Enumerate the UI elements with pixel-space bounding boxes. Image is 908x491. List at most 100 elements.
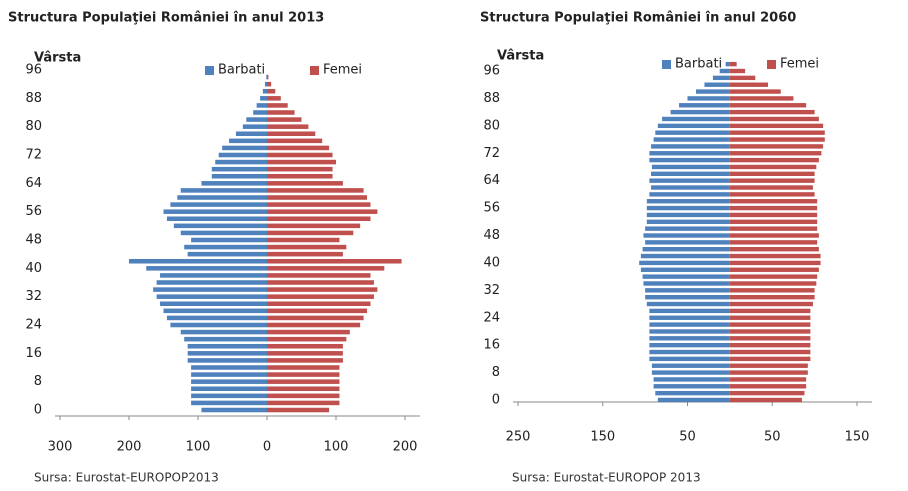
bar bbox=[191, 386, 267, 392]
bar bbox=[729, 164, 817, 170]
x-tick-label: 100 bbox=[324, 440, 349, 455]
bar bbox=[645, 226, 730, 231]
bar bbox=[653, 377, 730, 382]
bar bbox=[163, 209, 267, 214]
bar bbox=[646, 199, 730, 204]
legend-label: Barbati bbox=[675, 57, 722, 72]
bar bbox=[670, 109, 730, 115]
y-tick-label: 40 bbox=[25, 261, 42, 276]
bar bbox=[267, 131, 316, 137]
bar bbox=[729, 390, 805, 396]
bar bbox=[729, 274, 818, 279]
chart-title: Structura Populaţiei României în anul 20… bbox=[480, 11, 796, 26]
bar bbox=[646, 219, 730, 224]
bar bbox=[653, 137, 730, 142]
bar bbox=[267, 166, 333, 172]
y-tick-label: 32 bbox=[25, 289, 42, 304]
bar bbox=[267, 280, 374, 285]
bar bbox=[729, 240, 818, 245]
bar bbox=[267, 81, 272, 87]
bar bbox=[267, 400, 340, 406]
bar bbox=[651, 363, 730, 368]
x-tick-label: 150 bbox=[845, 430, 870, 445]
bar bbox=[163, 308, 267, 314]
bar bbox=[191, 379, 267, 384]
bar bbox=[267, 301, 371, 307]
bar bbox=[729, 370, 808, 375]
y-tick-label: 0 bbox=[492, 393, 500, 408]
y-tick-label: 16 bbox=[25, 346, 42, 361]
bar bbox=[639, 260, 730, 266]
bar bbox=[267, 117, 302, 122]
bar bbox=[184, 244, 267, 250]
bar bbox=[729, 109, 815, 115]
bar bbox=[242, 124, 267, 129]
bar bbox=[184, 336, 267, 342]
x-tick-label: 250 bbox=[506, 430, 531, 445]
bar bbox=[655, 390, 730, 396]
bar bbox=[651, 144, 730, 149]
bar bbox=[177, 195, 267, 200]
y-tick-label: 24 bbox=[483, 310, 500, 325]
bar bbox=[267, 223, 361, 229]
bar bbox=[156, 294, 267, 299]
y-tick-label: 72 bbox=[483, 146, 500, 161]
bar bbox=[262, 88, 267, 94]
y-axis-label: Vârsta bbox=[34, 51, 81, 66]
bar bbox=[229, 138, 267, 144]
bar bbox=[267, 379, 340, 384]
y-tick-label: 88 bbox=[483, 91, 500, 106]
bar bbox=[267, 230, 354, 236]
bar bbox=[729, 89, 781, 94]
bar bbox=[729, 294, 815, 300]
bar bbox=[267, 336, 347, 342]
bar bbox=[729, 178, 815, 183]
bar bbox=[264, 81, 267, 87]
bar bbox=[267, 258, 402, 264]
bar bbox=[267, 358, 343, 363]
legend-swatch bbox=[767, 60, 776, 69]
bar bbox=[267, 237, 340, 243]
bar bbox=[653, 384, 730, 389]
bar bbox=[729, 157, 819, 163]
y-tick-label: 40 bbox=[483, 255, 500, 270]
bar bbox=[191, 393, 267, 399]
bar bbox=[646, 212, 730, 218]
bar bbox=[267, 173, 333, 179]
bar bbox=[649, 322, 730, 327]
bar bbox=[649, 192, 730, 197]
y-tick-label: 48 bbox=[25, 233, 42, 248]
y-tick-label: 88 bbox=[25, 91, 42, 106]
bar bbox=[729, 144, 824, 149]
bar bbox=[729, 151, 822, 156]
y-tick-label: 8 bbox=[34, 374, 42, 389]
y-tick-label: 56 bbox=[25, 204, 42, 219]
bar bbox=[267, 145, 330, 151]
bar bbox=[191, 237, 267, 243]
bar bbox=[201, 181, 267, 186]
bar bbox=[646, 301, 730, 307]
source: Sursa: Eurostat-EUROPOP2013 bbox=[34, 471, 219, 485]
bar bbox=[267, 273, 371, 278]
bar bbox=[729, 260, 821, 266]
bar bbox=[267, 308, 368, 314]
bar bbox=[642, 247, 730, 252]
x-tick-label: 50 bbox=[679, 430, 696, 445]
bar bbox=[267, 181, 343, 186]
bar bbox=[729, 247, 819, 252]
bar bbox=[729, 96, 794, 101]
bar bbox=[267, 244, 347, 250]
bar bbox=[646, 205, 730, 211]
bar bbox=[719, 68, 730, 74]
bar bbox=[649, 342, 730, 348]
bar bbox=[267, 202, 371, 207]
bar bbox=[729, 212, 818, 218]
bar bbox=[649, 308, 730, 314]
bar bbox=[267, 329, 350, 335]
x-tick-label: 150 bbox=[590, 430, 615, 445]
x-tick-label: 100 bbox=[186, 440, 211, 455]
bar bbox=[129, 258, 267, 264]
bar bbox=[649, 157, 730, 163]
bar bbox=[160, 273, 267, 278]
